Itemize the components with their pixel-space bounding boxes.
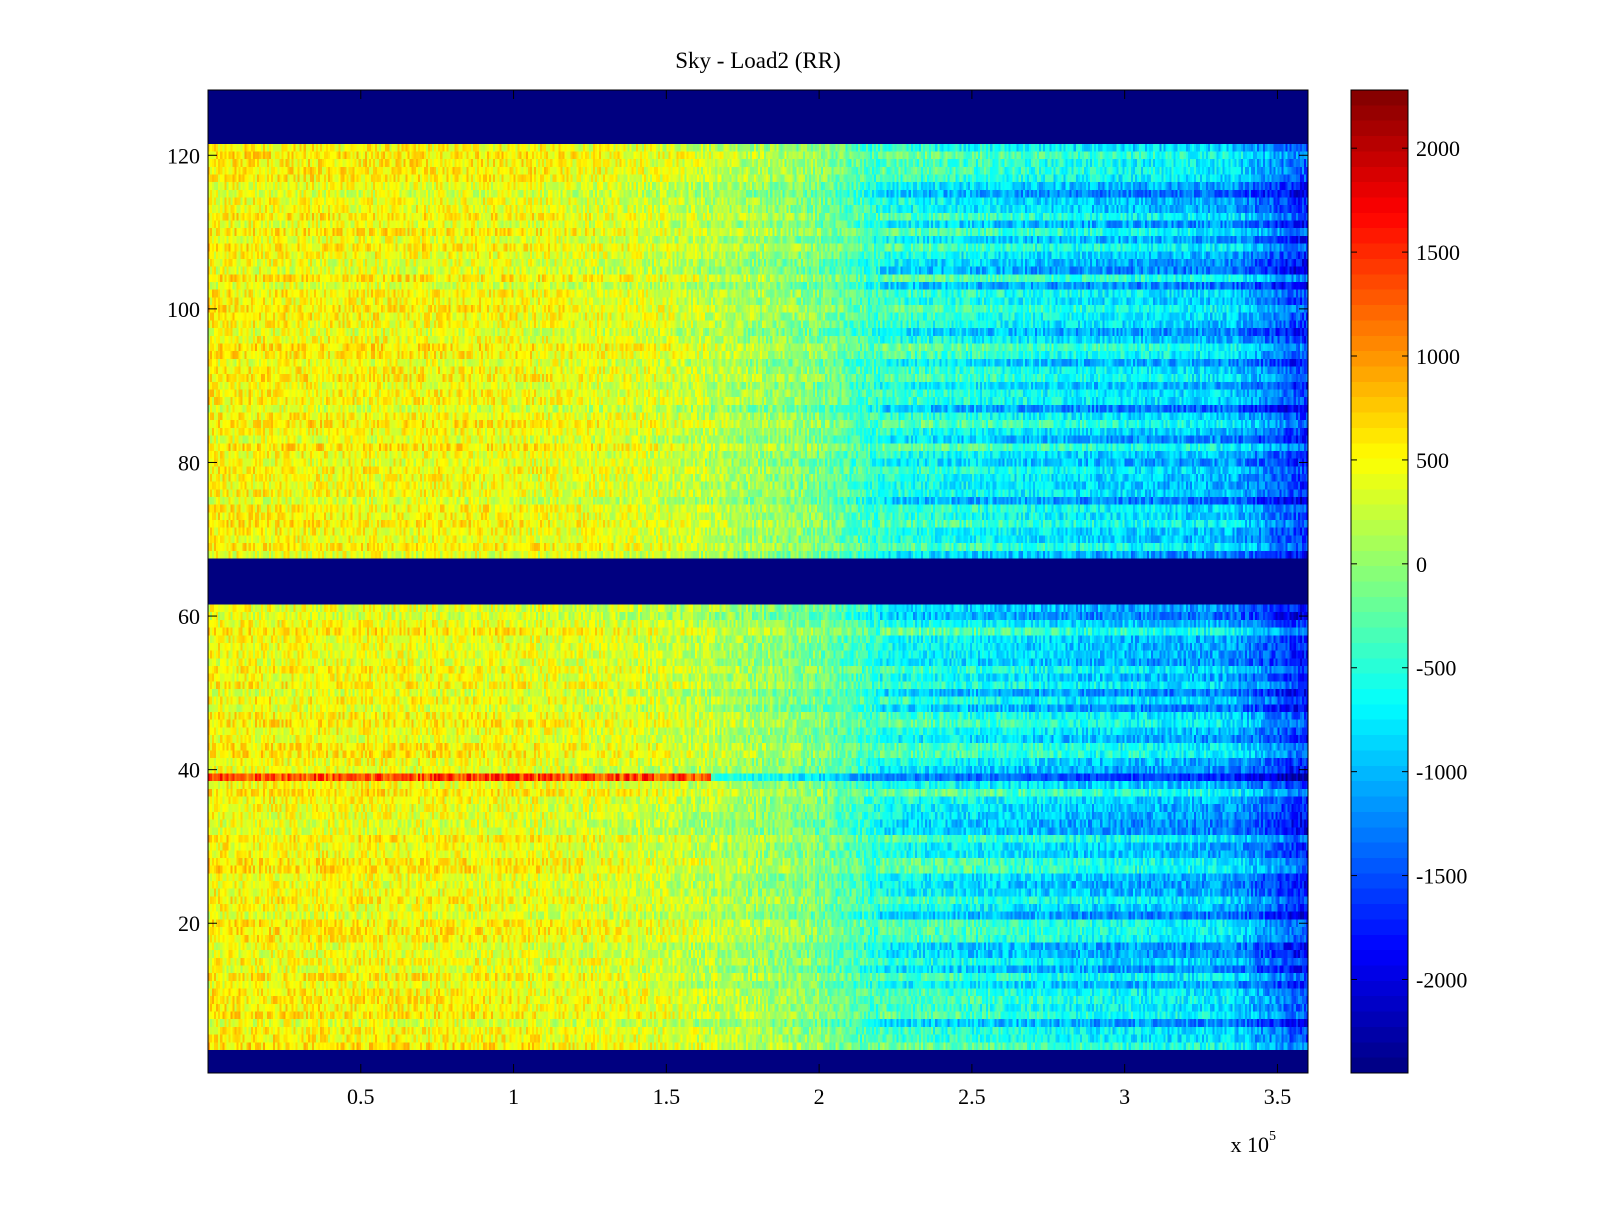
colorbar-tick-label: -1000 [1416, 760, 1467, 785]
x-tick-label: 2 [814, 1084, 825, 1109]
x-tick-label: 3 [1119, 1084, 1130, 1109]
heatmap-plot-area [207, 89, 1309, 1074]
y-tick-label: 40 [178, 758, 200, 783]
x-tick-label: 0.5 [347, 1084, 375, 1109]
x-axis-multiplier-exponent: 5 [1269, 1129, 1276, 1144]
chart-title: Sky - Load2 (RR) [675, 48, 840, 73]
x-tick-label: 1 [508, 1084, 519, 1109]
colorbar-tick-label: -500 [1416, 656, 1456, 681]
y-axis: 20 40 60 80 100 120 [167, 143, 1308, 936]
plot-frame [207, 89, 1309, 1074]
y-tick-label: 60 [178, 604, 200, 629]
colorbar-tick-label: 500 [1416, 448, 1449, 473]
y-tick-label: 100 [167, 297, 200, 322]
x-axis: 0.5 1 1.5 2 2.5 3 3.5 [347, 90, 1291, 1109]
colorbar-gradient [1351, 90, 1408, 1073]
y-tick-label: 120 [167, 143, 200, 168]
x-axis-multiplier-base: x 10 [1231, 1132, 1270, 1157]
colorbar-tick-label: -2000 [1416, 967, 1467, 992]
y-tick-label: 80 [178, 450, 200, 475]
heatmap-image [208, 90, 1308, 1073]
colorbar-ticks: 2000 1500 1000 500 0 -500 -1000 -1500 -2000 [1351, 136, 1467, 992]
colorbar-tick-label: 0 [1416, 552, 1427, 577]
y-tick-label: 20 [178, 911, 200, 936]
x-tick-label: 3.5 [1264, 1084, 1292, 1109]
colorbar-tick-label: 1500 [1416, 240, 1460, 265]
colorbar-tick-label: 2000 [1416, 136, 1460, 161]
x-tick-label: 1.5 [653, 1084, 681, 1109]
colorbar-frame [1350, 89, 1409, 1074]
colorbar-tick-label: 1000 [1416, 344, 1460, 369]
x-tick-label: 2.5 [958, 1084, 986, 1109]
colorbar: 2000 1500 1000 500 0 -500 -1000 -1500 -2000 [1350, 89, 1467, 1074]
x-axis-multiplier: x 105 [1231, 1129, 1277, 1157]
colorbar-tick-label: -1500 [1416, 864, 1467, 889]
